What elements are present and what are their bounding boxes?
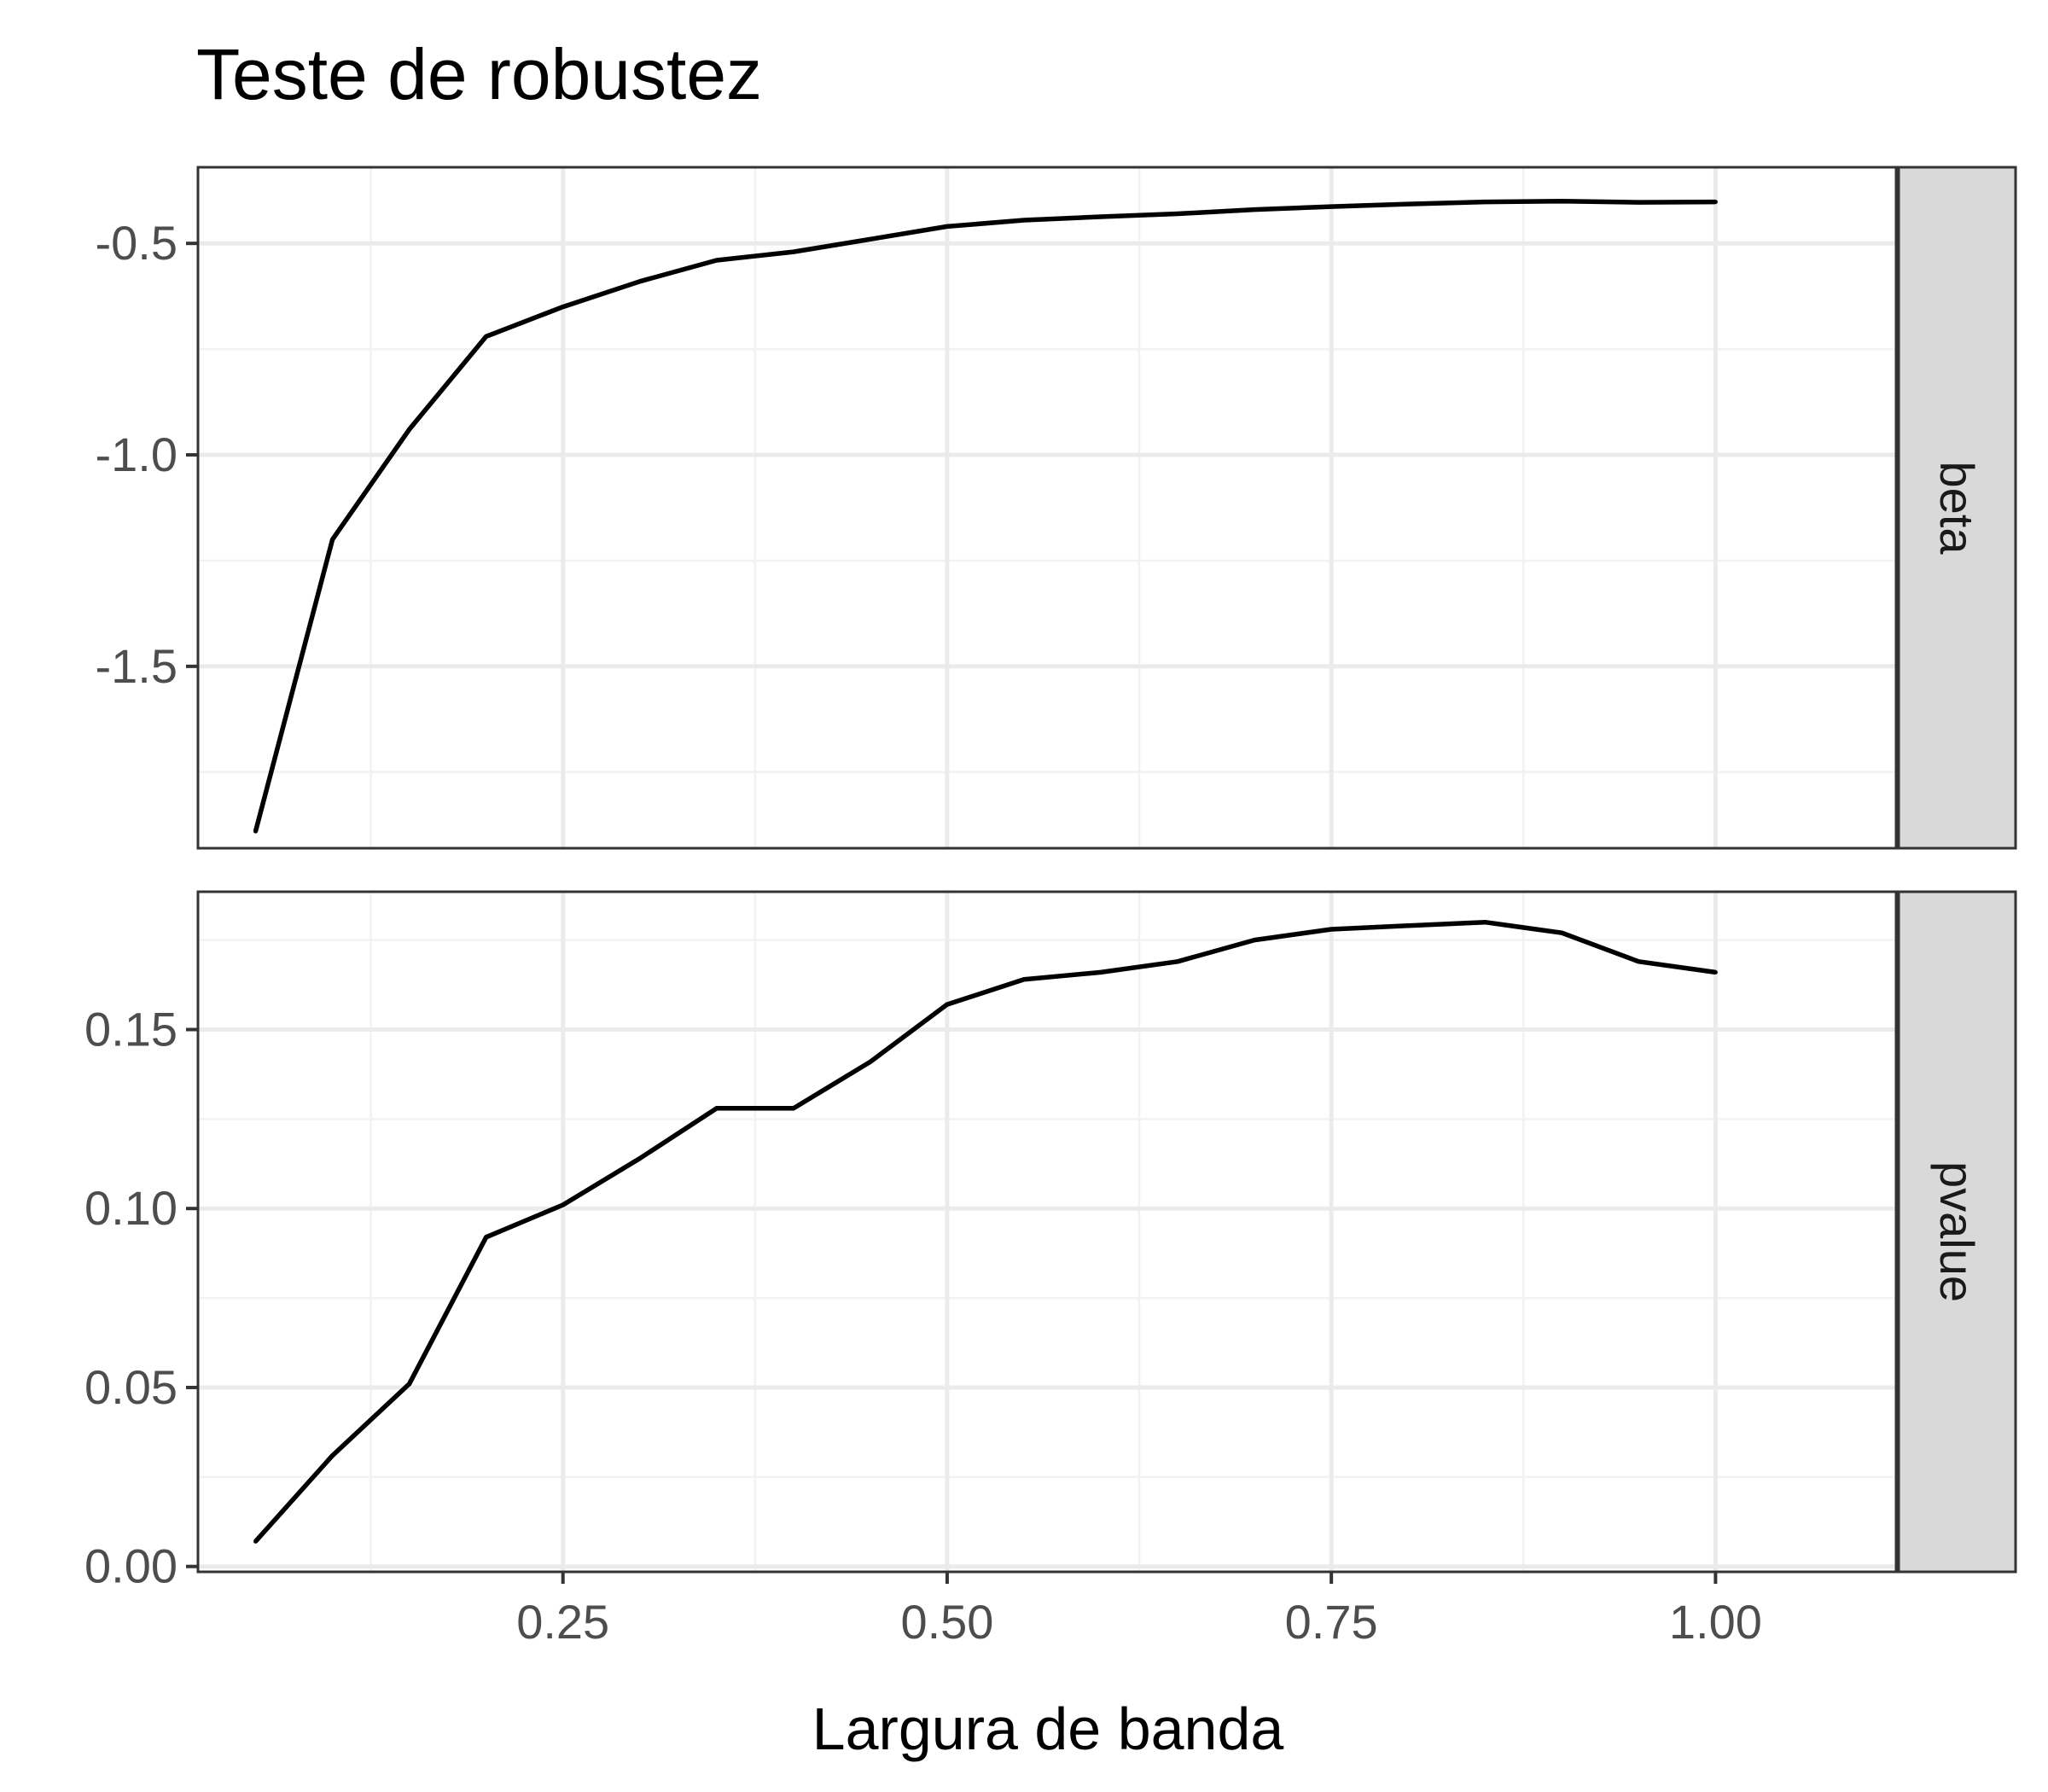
data-point [1405,201,1411,207]
data-point [253,1539,259,1544]
y-tick-label: 0.10 [84,1181,177,1235]
data-point [1482,200,1487,205]
data-point [1252,207,1257,212]
data-point [1713,200,1718,205]
data-point [1713,969,1718,975]
data-point [561,305,566,310]
data-point [1559,930,1564,935]
data-point [637,279,643,284]
data-point [484,334,489,339]
facet-panels: -1.5 -1.0 -0.5 beta 0.00 0.05 0.10 0.15 pvalue [84,166,2017,1593]
panel-background [198,167,1896,848]
panel-border [196,166,1898,850]
data-point [561,1202,566,1207]
y-tick-label: -1.5 [96,639,178,693]
data-point [1329,927,1334,932]
y-tick-label: 0.15 [84,1002,177,1056]
data-point [1329,204,1334,209]
data-point [330,1453,335,1458]
facet-panel-beta: -1.5 -1.0 -0.5 beta [96,166,2017,850]
facet-strip [1897,890,2017,1574]
data-point [1559,199,1564,204]
panel-border [196,890,1898,1574]
chart-title: Teste de robustez [196,34,762,114]
data-point [1098,969,1103,975]
data-point [714,1106,719,1111]
data-point [1021,218,1027,223]
panel-background [198,892,1896,1572]
data-point [1482,920,1487,925]
y-tick-label: 0.05 [84,1360,177,1414]
x-axis: 0.25 0.50 0.75 1.00 [516,1572,1762,1649]
data-point [945,1002,950,1007]
data-point [1021,977,1027,982]
facet-panel-pvalue: 0.00 0.05 0.10 0.15 pvalue [84,890,2017,1593]
data-point [253,829,259,834]
y-tick-label: -0.5 [96,216,178,270]
data-point [407,427,412,432]
x-axis-title: Largura de banda [812,1696,1284,1762]
data-point [868,1059,873,1064]
y-tick-label: -1.0 [96,428,178,481]
data-point [1636,200,1641,205]
data-point [1175,959,1180,964]
x-tick-label: 0.75 [1285,1595,1378,1649]
data-point [637,1156,643,1161]
data-point [1636,959,1641,964]
data-point [1098,214,1103,219]
data-point [945,224,950,229]
y-tick-label: 0.00 [84,1539,177,1593]
data-point [1175,212,1180,217]
data-point [484,1235,489,1240]
data-point [791,249,796,254]
facet-strip [1897,166,2017,850]
facet-strip-label: pvalue [1930,1161,1984,1302]
data-point [714,258,719,263]
data-point [1405,923,1411,928]
data-point [407,1382,412,1387]
x-tick-label: 0.25 [516,1595,609,1649]
data-point [791,1106,796,1111]
x-tick-label: 1.00 [1669,1595,1762,1649]
data-point [868,236,873,241]
facet-strip-label: beta [1930,462,1984,556]
data-point [1252,938,1257,943]
x-tick-label: 0.50 [900,1595,993,1649]
series-line-pvalue [253,919,1716,1544]
series-line-beta [253,198,1716,832]
data-point [330,537,335,542]
